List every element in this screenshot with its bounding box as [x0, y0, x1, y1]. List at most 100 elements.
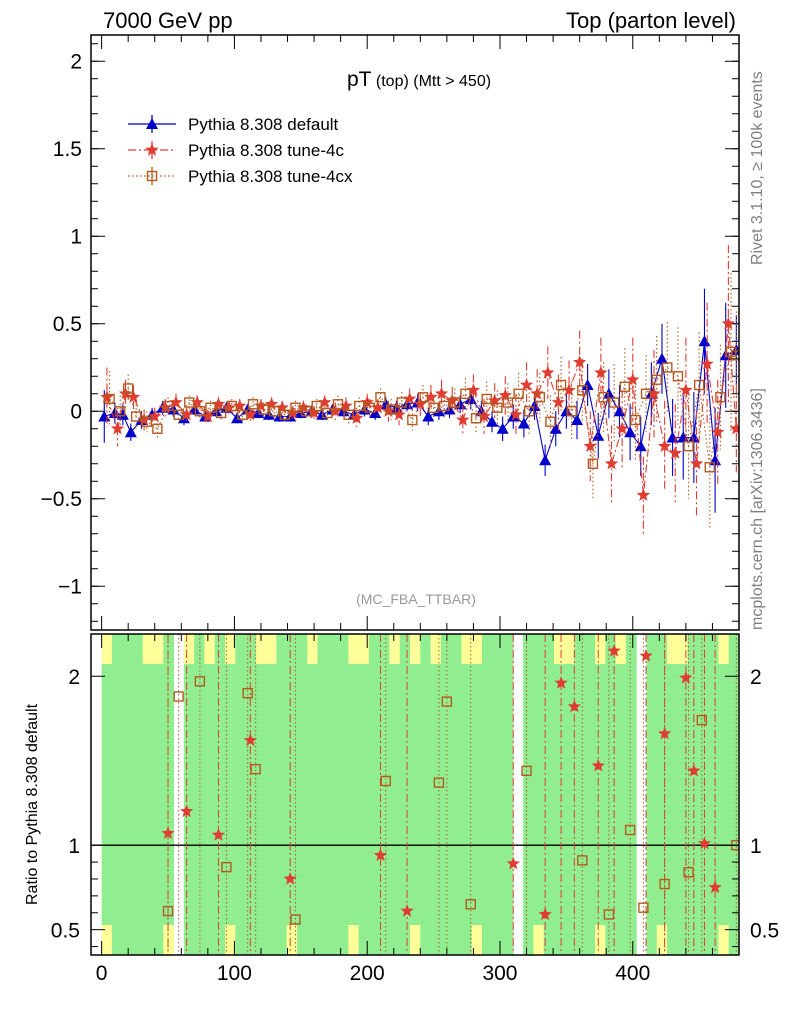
data-point: [141, 416, 152, 427]
ratio-point: [591, 758, 605, 772]
uncertainty-band: [379, 634, 390, 955]
data-point: [619, 381, 631, 392]
ratio-point: [380, 775, 391, 787]
data-point: [488, 393, 502, 407]
ratio-point: [250, 763, 261, 775]
uncertainty-band: [399, 634, 411, 955]
uncertainty-band: [142, 664, 154, 955]
data-point: [577, 385, 588, 396]
data-point: [360, 395, 374, 409]
data-point: [422, 410, 435, 422]
legend-marker: [145, 143, 159, 156]
ratio-y-tick-label-right: 2: [750, 666, 762, 689]
legend: Pythia 8.308 default Pythia 8.308 tune-4c…: [128, 115, 353, 186]
uncertainty-band-outer: [667, 634, 678, 664]
plot-title: pT (top) (Mtt > 450): [347, 68, 491, 91]
data-point: [513, 388, 524, 399]
data-point: [247, 399, 259, 410]
uncertainty-band: [338, 634, 349, 955]
ratio-point: [577, 855, 588, 866]
uncertainty-band: [728, 634, 739, 955]
data-point: [231, 412, 244, 424]
ratio-point: [538, 907, 552, 921]
uncertainty-band-outer: [153, 634, 164, 664]
data-point: [434, 386, 449, 400]
uncertainty-band-outer: [615, 634, 627, 664]
data-point: [519, 378, 534, 391]
uncertainty-band: [286, 634, 298, 925]
uncertainty-band-outer: [656, 925, 668, 955]
uncertainty-band: [451, 634, 462, 955]
ratio-point: [433, 777, 445, 788]
data-point: [445, 393, 459, 407]
uncertainty-band: [153, 664, 164, 955]
data-point: [647, 386, 661, 400]
ratio-point: [639, 649, 653, 662]
uncertainty-band-outer: [564, 634, 576, 664]
uncertainty-band-outer: [471, 925, 483, 955]
data-point: [598, 392, 609, 403]
x-tick-label: 0: [96, 962, 108, 985]
data-point: [322, 407, 333, 419]
analysis-tag: (MC_FBA_TTBAR): [356, 591, 476, 607]
data-point: [571, 414, 583, 425]
ratio-point: [658, 726, 672, 740]
data-point: [110, 421, 125, 435]
uncertainty-band: [420, 634, 432, 955]
data-point: [179, 407, 194, 421]
ratio-point: [708, 880, 722, 894]
data-point: [354, 400, 365, 412]
ratio-point: [211, 828, 226, 841]
data-point: [492, 402, 503, 413]
uncertainty-band-outer: [595, 634, 606, 664]
data-point: [237, 409, 248, 420]
ratio-frame: [90, 633, 740, 956]
data-point: [496, 422, 509, 434]
data-point: [201, 409, 215, 423]
legend-label: Pythia 8.308 tune-4cx: [188, 167, 353, 186]
uncertainty-band-outer: [204, 634, 216, 664]
data-point: [243, 407, 257, 421]
data-point: [167, 403, 180, 415]
data-point: [407, 414, 418, 426]
uncertainty-band: [358, 664, 370, 955]
uncertainty-band-outer: [718, 925, 730, 955]
uncertainty-band: [667, 664, 678, 955]
uncertainty-band: [296, 634, 308, 955]
data-point: [562, 383, 576, 396]
data-point: [700, 357, 714, 370]
data-point: [640, 388, 652, 399]
y-tick-label: 0.5: [53, 313, 82, 336]
data-point: [126, 390, 141, 403]
data-point: [615, 421, 629, 435]
uncertainty-band: [317, 634, 329, 955]
data-point: [626, 372, 640, 386]
ratio-point: [607, 643, 621, 657]
header-left: 7000 GeV pp: [103, 8, 233, 33]
uncertainty-band-outer: [358, 634, 370, 664]
ratio-point: [283, 872, 297, 885]
data-point: [328, 404, 342, 417]
uncertainty-band: [656, 634, 668, 925]
data-point: [413, 397, 427, 410]
ratio-y-label: Ratio to Pythia 8.308 default: [24, 703, 41, 905]
data-point: [403, 392, 417, 405]
uncertainty-band-outer: [307, 634, 319, 664]
ratio-point: [162, 905, 174, 917]
data-point: [555, 379, 567, 391]
data-point: [152, 423, 163, 434]
legend-marker: [146, 118, 158, 129]
uncertainty-band-outer: [553, 634, 565, 664]
uncertainty-band-outer: [348, 925, 360, 955]
data-point: [711, 425, 725, 438]
series-2: [104, 273, 739, 529]
ratio-bands: [101, 634, 739, 955]
uncertainty-band: [492, 634, 504, 955]
data-point: [104, 393, 115, 405]
data-point: [466, 383, 481, 396]
data-point: [98, 410, 111, 422]
data-point: [424, 390, 438, 403]
data-point: [486, 415, 499, 427]
uncertainty-band: [708, 634, 719, 955]
data-point: [573, 355, 587, 368]
